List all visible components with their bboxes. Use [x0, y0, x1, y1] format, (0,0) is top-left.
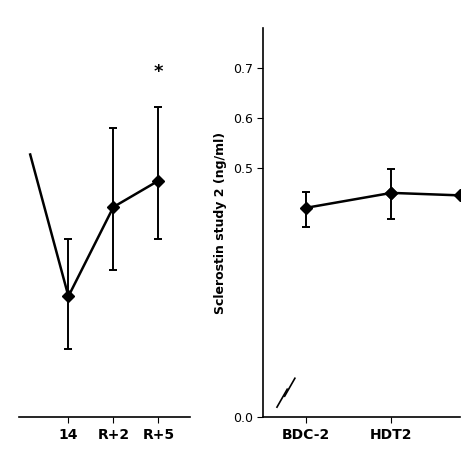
- Y-axis label: Sclerostin study 2 (ng/ml): Sclerostin study 2 (ng/ml): [214, 132, 228, 314]
- Text: *: *: [154, 63, 163, 81]
